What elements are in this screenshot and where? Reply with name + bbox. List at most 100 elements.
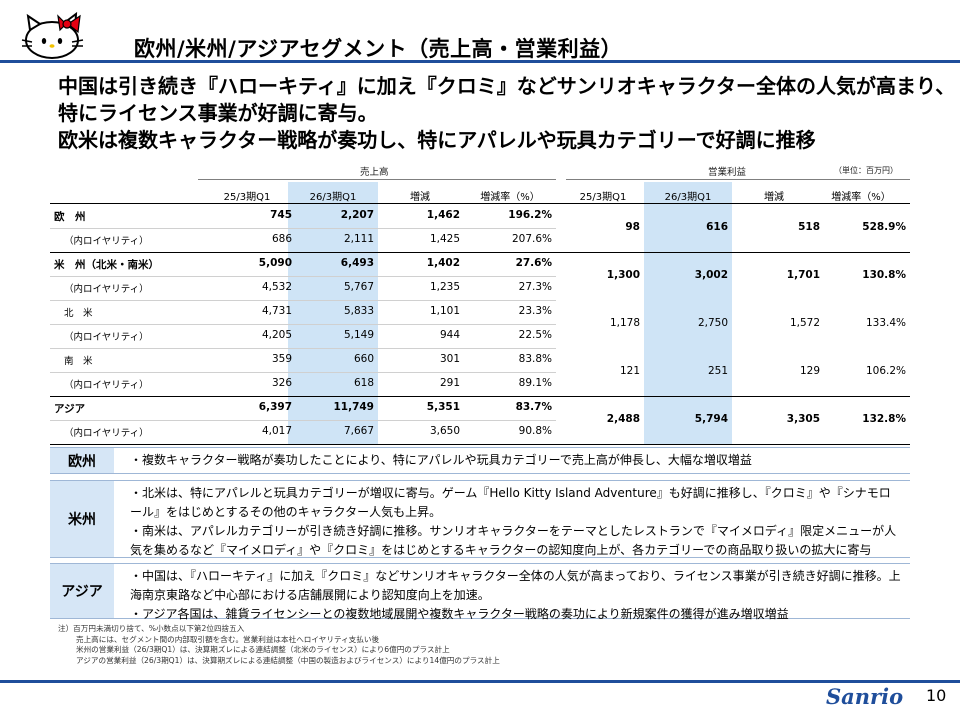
table-row: アジア 6,397 11,749 5,351 83.7% (50, 396, 910, 420)
note-3: 米州の営業利益（26/3期Q1）は、決算期ズレによる連結調整（北米のライセンス）… (76, 645, 450, 654)
table-cell: 207.6% (511, 233, 552, 245)
table-cell: 89.1% (518, 377, 552, 389)
table-cell: 4,205 (261, 329, 292, 341)
sales-current-column-highlight (288, 182, 378, 444)
row-label: （内ロイヤリティ） (64, 236, 149, 247)
col-header-op-curr: 26/3期Q1 (664, 192, 712, 203)
table-cell: 90.8% (518, 425, 552, 437)
page-title: 欧州/米州/アジアセグメント（売上高・営業利益） (134, 37, 623, 61)
col-header-sales-rate: 増減率（%） (480, 192, 540, 203)
table-cell: 5,090 (258, 257, 292, 269)
table-cell: 22.5% (518, 329, 552, 341)
table-cell: 5,833 (343, 305, 374, 317)
col-header-sales-prev: 25/3期Q1 (223, 192, 271, 203)
table-cell: 83.7% (515, 401, 552, 413)
row-label: 北 米 (64, 308, 93, 319)
table-cell: 301 (439, 353, 460, 365)
op-cell: 129 (799, 365, 820, 377)
op-row: 1,300 3,002 1,701 130.8% (50, 269, 910, 285)
slide-header: 欧州/米州/アジアセグメント（売上高・営業利益） (0, 0, 960, 64)
table-cell: 27.6% (515, 257, 552, 269)
region-text-asia: ・中国は、『ハローキティ』に加え『クロミ』などサンリオキャラクター全体の人気が高… (130, 569, 901, 621)
table-row: （内ロイヤリティ） 4,017 7,667 3,650 90.8% (50, 420, 910, 444)
row-divider (50, 252, 910, 253)
table-cell: 1,235 (429, 281, 460, 293)
op-group-line (566, 179, 910, 180)
op-current-column-highlight (644, 182, 732, 444)
col-header-op-diff: 増減 (764, 192, 784, 203)
table-cell: 6,493 (340, 257, 374, 269)
op-cell: 98 (625, 221, 640, 233)
op-cell: 121 (619, 365, 640, 377)
header-bottom-line (50, 203, 910, 204)
table-row: 欧 州 745 2,207 1,462 196.2% (50, 204, 910, 228)
table-bottom-line (50, 444, 910, 445)
op-cell: 251 (707, 365, 728, 377)
note-1: 注）百万円未満切り捨て、%小数点以下第2位四捨五入 (58, 624, 245, 633)
table-cell: 4,731 (261, 305, 292, 317)
region-label-americas: 米州 (50, 481, 114, 557)
op-cell: 3,305 (786, 413, 820, 425)
region-box-asia: アジア ・中国は、『ハローキティ』に加え『クロミ』などサンリオキャラクター全体の… (50, 563, 910, 621)
op-cell: 1,572 (789, 317, 820, 329)
table-cell: 2,207 (340, 209, 374, 221)
table-cell: 359 (271, 353, 292, 365)
region-label-europe: 欧州 (50, 448, 114, 473)
table-cell: 660 (353, 353, 374, 365)
op-cell: 1,300 (606, 269, 640, 281)
op-cell: 3,002 (694, 269, 728, 281)
table-cell: 1,101 (429, 305, 460, 317)
op-cell: 132.8% (862, 413, 906, 425)
row-divider (50, 228, 556, 229)
row-divider (50, 372, 556, 373)
row-divider (50, 324, 556, 325)
col-header-sales-curr: 26/3期Q1 (309, 192, 357, 203)
op-cell: 518 (798, 221, 820, 233)
op-cell: 2,488 (606, 413, 640, 425)
op-cell: 133.4% (865, 317, 906, 329)
col-header-op-rate: 増減率（%） (831, 192, 891, 203)
table-row: 米 州（北米・南米） 5,090 6,493 1,402 27.6% (50, 252, 910, 276)
op-row: 2,488 5,794 3,305 132.8% (50, 413, 910, 429)
table-row: （内ロイヤリティ） 326 618 291 89.1% (50, 372, 910, 396)
row-divider (50, 396, 910, 397)
table-cell: 1,402 (426, 257, 460, 269)
table-cell: 4,017 (261, 425, 292, 437)
table-row: （内ロイヤリティ） 4,205 5,149 944 22.5% (50, 324, 910, 348)
hello-kitty-icon (21, 11, 84, 59)
op-cell: 106.2% (865, 365, 906, 377)
row-label: （内ロイヤリティ） (64, 332, 149, 343)
row-divider (50, 300, 556, 301)
table-cell: 5,767 (343, 281, 374, 293)
table-row: （内ロイヤリティ） 4,532 5,767 1,235 27.3% (50, 276, 910, 300)
table-cell: 745 (270, 209, 292, 221)
row-label: 米 州（北米・南米） (54, 259, 159, 271)
row-label: 欧 州 (54, 211, 86, 223)
op-cell: 616 (706, 221, 728, 233)
region-label-asia: アジア (50, 564, 114, 618)
table-cell: 291 (439, 377, 460, 389)
op-cell: 1,178 (609, 317, 640, 329)
table-cell: 4,532 (261, 281, 292, 293)
region-text-europe: ・複数キャラクター戦略が奏功したことにより、特にアパレルや玩具カテゴリーで売上高… (130, 453, 752, 467)
table-cell: 6,397 (258, 401, 292, 413)
headline-line-2: 特にライセンス事業が好調に寄与。 (58, 101, 378, 125)
op-cell: 528.9% (862, 221, 906, 233)
row-divider (50, 348, 556, 349)
col-header-sales-diff: 増減 (410, 192, 430, 203)
region-box-americas: 米州 ・北米は、特にアパレルと玩具カテゴリーが増収に寄与。ゲーム『Hello K… (50, 480, 910, 558)
table-cell: 23.3% (518, 305, 552, 317)
op-group-label: 営業利益 (708, 167, 747, 178)
table-cell: 618 (353, 377, 374, 389)
op-cell: 5,794 (694, 413, 728, 425)
unit-label: （単位：百万円） (834, 166, 898, 175)
row-label: （内ロイヤリティ） (64, 380, 149, 391)
row-divider (50, 420, 556, 421)
op-cell: 130.8% (862, 269, 906, 281)
table-row: 北 米 4,731 5,833 1,101 23.3% (50, 300, 910, 324)
row-divider (50, 276, 556, 277)
row-label: アジア (54, 403, 86, 415)
sales-group-line (198, 179, 556, 180)
table-cell: 326 (271, 377, 292, 389)
table-cell: 2,111 (343, 233, 374, 245)
